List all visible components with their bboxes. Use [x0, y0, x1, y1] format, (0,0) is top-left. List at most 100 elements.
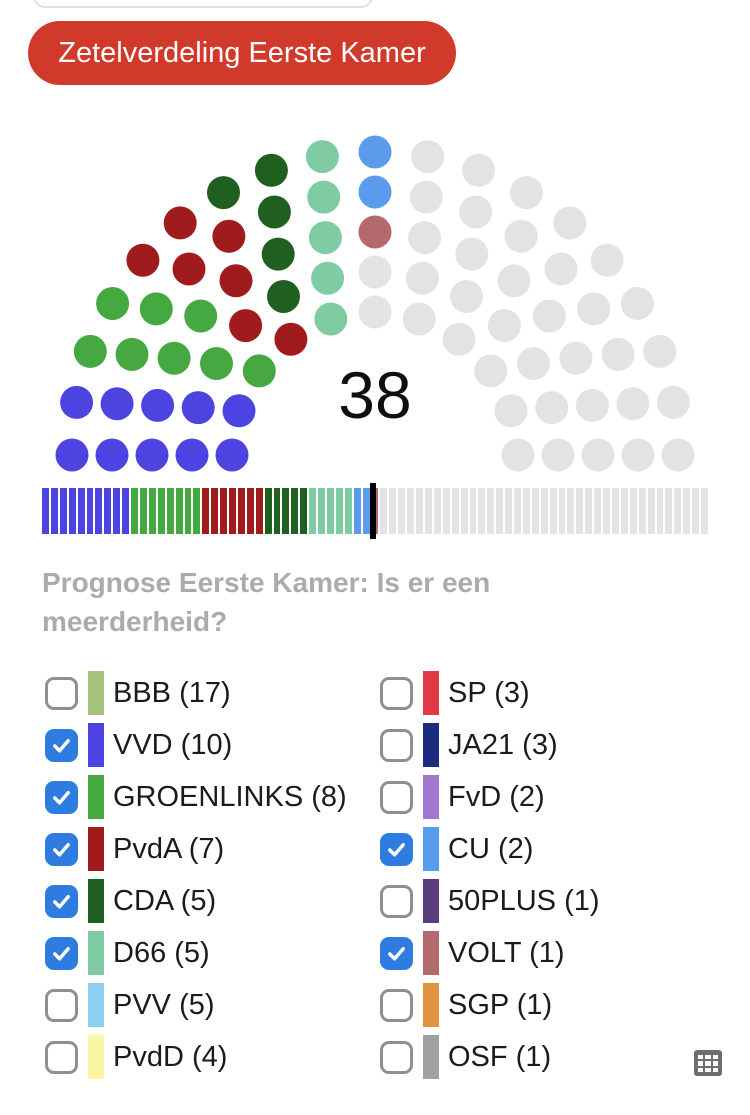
- check-icon: [53, 790, 70, 804]
- seat-strip-segment: [157, 488, 165, 534]
- seat-dot: [55, 438, 89, 472]
- seat-dot: [181, 391, 215, 425]
- seat-dot: [450, 280, 483, 313]
- checkbox-checked[interactable]: [45, 728, 78, 762]
- party-row-cda[interactable]: CDA (5): [45, 875, 380, 927]
- party-row-volt[interactable]: VOLT (1): [380, 927, 715, 979]
- party-label: FvD (2): [448, 780, 545, 813]
- party-row-vvd[interactable]: VVD (10): [45, 719, 380, 771]
- check-icon: [53, 842, 70, 856]
- seat-dot: [229, 309, 263, 343]
- seat-dot: [314, 302, 348, 336]
- checkbox-checked[interactable]: [45, 884, 78, 918]
- checkbox-unchecked[interactable]: [380, 884, 413, 918]
- seat-strip-segment: [95, 488, 103, 534]
- party-label: OSF (1): [448, 1040, 552, 1073]
- seat-dot: [575, 388, 609, 422]
- party-row-pvda[interactable]: PvdA (7): [45, 823, 380, 875]
- seat-strip-segment: [175, 488, 183, 534]
- seat-strip-segment: [318, 488, 325, 534]
- checkbox-checked[interactable]: [380, 832, 413, 866]
- seat-dot: [532, 299, 566, 333]
- seat-dot: [501, 438, 535, 472]
- seat-dot: [358, 175, 392, 209]
- seat-strip-segment: [692, 488, 700, 534]
- checkbox-unchecked[interactable]: [380, 780, 413, 814]
- seat-strip-segment: [398, 488, 406, 534]
- seat-strip-segment: [585, 488, 593, 534]
- seat-distribution-button[interactable]: Zetelverdeling Eerste Kamer: [28, 21, 456, 85]
- seat-dot: [581, 438, 615, 472]
- party-row-ja21[interactable]: JA21 (3): [380, 719, 715, 771]
- seat-strip-segment: [353, 488, 361, 534]
- checkbox-checked[interactable]: [45, 780, 78, 814]
- seat-dot: [358, 255, 392, 289]
- party-row-sp[interactable]: SP (3): [380, 667, 715, 719]
- checkbox-checked[interactable]: [45, 936, 78, 970]
- seat-dot: [656, 385, 690, 419]
- table-grid-icon[interactable]: [694, 1050, 722, 1076]
- seat-strip-segment: [603, 488, 610, 534]
- seat-dot: [601, 337, 635, 371]
- seat-strip-segment: [576, 488, 584, 534]
- seat-dot: [621, 438, 655, 472]
- seat-dot: [559, 341, 593, 375]
- party-row-bbb[interactable]: BBB (17): [45, 667, 380, 719]
- party-row-pvdd[interactable]: PvdD (4): [45, 1031, 380, 1083]
- party-color-swatch: [423, 931, 439, 975]
- seat-strip-segment: [656, 488, 664, 534]
- checkbox-checked[interactable]: [380, 936, 413, 970]
- party-row-cu[interactable]: CU (2): [380, 823, 715, 875]
- seat-strip-segment: [567, 488, 575, 534]
- seat-strip-segment: [211, 488, 219, 534]
- party-color-swatch: [423, 1035, 439, 1079]
- seat-strip-segment: [300, 488, 308, 534]
- seat-dot: [267, 280, 300, 313]
- checkbox-unchecked[interactable]: [380, 676, 413, 710]
- majority-marker: [370, 483, 377, 539]
- seat-strip-segment: [389, 488, 397, 534]
- party-color-swatch: [88, 931, 104, 975]
- seat-dot: [100, 387, 134, 421]
- seat-dot: [308, 221, 342, 255]
- party-row-d66[interactable]: D66 (5): [45, 927, 380, 979]
- seat-dot: [553, 206, 587, 240]
- seat-dot: [577, 292, 611, 326]
- seat-dot: [200, 347, 233, 380]
- seat-strip-segment: [264, 488, 272, 534]
- seat-dot: [96, 287, 130, 320]
- seat-dot: [504, 219, 538, 253]
- party-label: VOLT (1): [448, 936, 565, 969]
- seat-strip-segment: [309, 488, 317, 534]
- party-color-swatch: [88, 827, 104, 871]
- party-row-pvv[interactable]: PVV (5): [45, 979, 380, 1031]
- party-row-sgp[interactable]: SGP (1): [380, 979, 715, 1031]
- party-row-osf[interactable]: OSF (1): [380, 1031, 715, 1083]
- checkbox-unchecked[interactable]: [380, 728, 413, 762]
- checkbox-checked[interactable]: [45, 832, 78, 866]
- seat-strip-segment: [380, 488, 388, 534]
- seat-strip-segment: [166, 488, 174, 534]
- party-row-50plus[interactable]: 50PLUS (1): [380, 875, 715, 927]
- seat-dot: [462, 153, 496, 187]
- seat-strip-segment: [77, 488, 85, 534]
- seat-dot: [163, 206, 197, 240]
- checkbox-unchecked[interactable]: [45, 1040, 78, 1074]
- seat-strip-segment: [478, 488, 486, 534]
- checkbox-unchecked[interactable]: [45, 676, 78, 710]
- seat-dot: [115, 337, 149, 371]
- seat-dot: [487, 309, 521, 343]
- seat-dot: [261, 237, 295, 271]
- seat-strip-segment: [594, 488, 602, 534]
- seat-dot: [661, 438, 695, 472]
- collapsed-control-above[interactable]: [33, 0, 373, 8]
- checkbox-unchecked[interactable]: [380, 1040, 413, 1074]
- party-row-groenlinks[interactable]: GROENLINKS (8): [45, 771, 380, 823]
- checkbox-unchecked[interactable]: [45, 988, 78, 1022]
- checkbox-unchecked[interactable]: [380, 988, 413, 1022]
- party-label: VVD (10): [113, 728, 233, 761]
- seat-strip-segment: [237, 488, 245, 534]
- party-label: PvdA (7): [113, 832, 225, 865]
- party-row-fvd[interactable]: FvD (2): [380, 771, 715, 823]
